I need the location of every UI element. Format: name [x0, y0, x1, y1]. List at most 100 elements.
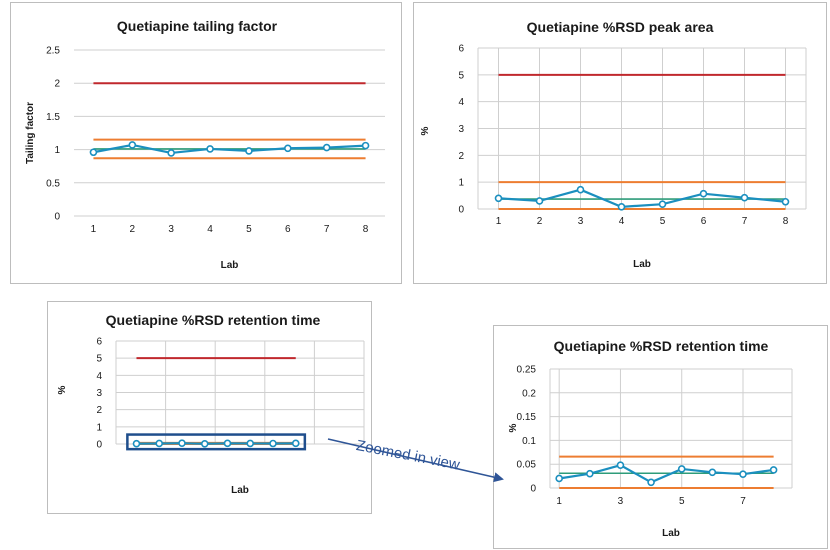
x-tick-label: 1	[496, 216, 502, 227]
x-tick-label: 6	[701, 216, 707, 227]
x-tick-label: 4	[619, 216, 625, 227]
data-point	[535, 197, 544, 205]
y-axis-label: %	[57, 385, 68, 394]
y-tick-label: 6	[96, 337, 102, 348]
data-point	[206, 145, 214, 153]
x-tick-label: 1	[91, 224, 97, 235]
data-point	[269, 439, 277, 448]
data-point	[677, 465, 686, 473]
data-point	[739, 470, 747, 478]
chart-rsd-retention-time: Quetiapine %RSD retention time 0 1 2 3 4 5 6 Lab…	[47, 301, 372, 514]
data-point	[178, 439, 186, 447]
data-point	[284, 144, 292, 153]
y-tick-label: 0	[54, 212, 60, 223]
data-point	[555, 474, 563, 483]
y-tick-label: 1	[54, 145, 60, 156]
y-tick-label: 0	[96, 440, 102, 451]
x-tick-label: 1	[556, 496, 562, 507]
gridlines	[549, 368, 793, 489]
x-tick-label: 6	[285, 224, 291, 235]
y-axis-label: Tailing factor	[25, 102, 36, 164]
y-tick-label: 0.1	[522, 436, 536, 447]
x-tick-label: 3	[168, 224, 174, 235]
data-point	[616, 461, 625, 469]
gridlines	[74, 49, 385, 217]
y-tick-label: 0	[530, 484, 536, 495]
x-tick-label: 3	[578, 216, 584, 227]
x-axis-label: Lab	[662, 528, 680, 539]
y-tick-label: 0.5	[46, 178, 60, 189]
gridlines	[115, 340, 365, 445]
zoom-highlight-box	[126, 433, 307, 451]
data-point	[494, 194, 503, 203]
x-tick-label: 5	[660, 216, 666, 227]
data-point	[89, 148, 98, 157]
x-tick-label: 7	[742, 216, 748, 227]
x-tick-label: 5	[679, 496, 685, 507]
chart-rsd-retention-time-zoomed-svg: Quetiapine %RSD retention time 0 0.05 0.1 0.…	[508, 338, 793, 539]
chart-tailing-factor: Quetiapine tailing factor 0 0.5 1 1.5 2 2.5 1 2 3…	[10, 2, 402, 284]
y-tick-label: 2	[458, 151, 464, 162]
y-tick-label: 5	[96, 354, 102, 365]
series-line	[498, 188, 786, 208]
chart-rsd-retention-time-svg: Quetiapine %RSD retention time 0 1 2 3 4 5 6 Lab…	[57, 312, 365, 496]
x-axis-label: Lab	[231, 485, 249, 496]
data-point	[576, 185, 585, 194]
data-point	[246, 439, 255, 448]
y-tick-label: 6	[458, 44, 464, 55]
y-tick-label: 4	[96, 371, 102, 382]
chart-title: Quetiapine %RSD retention time	[106, 312, 321, 328]
x-axis-label: Lab	[221, 260, 239, 271]
chart-rsd-retention-time-zoomed: Quetiapine %RSD retention time 0 0.05 0.1 0.…	[493, 325, 828, 549]
y-tick-label: 2	[54, 79, 60, 90]
y-tick-label: 0.15	[517, 412, 537, 423]
data-point	[699, 189, 708, 198]
x-tick-label: 8	[783, 216, 789, 227]
data-point	[708, 468, 717, 477]
y-tick-label: 1.5	[46, 112, 60, 123]
chart-tailing-factor-svg: Quetiapine tailing factor 0 0.5 1 1.5 2 2.5 1 2 3…	[25, 18, 385, 271]
y-axis-label: %	[420, 126, 431, 135]
x-axis-label: Lab	[633, 259, 651, 270]
data-point	[132, 439, 141, 448]
data-point	[128, 141, 137, 149]
data-point	[167, 149, 175, 157]
series-line	[559, 463, 774, 484]
data-point	[740, 193, 749, 202]
y-tick-label: 5	[458, 70, 464, 81]
y-tick-label: 2	[96, 405, 102, 416]
x-tick-label: 4	[207, 224, 213, 235]
y-tick-label: 0.2	[522, 388, 536, 399]
x-tick-label: 7	[324, 224, 330, 235]
data-point	[658, 200, 667, 208]
data-point	[322, 143, 331, 152]
y-tick-label: 0	[458, 205, 464, 216]
data-point	[155, 439, 164, 448]
data-point	[223, 439, 232, 448]
data-point	[769, 466, 778, 474]
y-tick-label: 3	[96, 388, 102, 399]
y-tick-label: 0.25	[517, 365, 537, 376]
x-tick-label: 8	[363, 224, 369, 235]
chart-rsd-peak-area-svg: Quetiapine %RSD peak area 0 1 2 3 4 5 6 1 2 3 4 5 6 7 8…	[420, 19, 807, 270]
y-tick-label: 1	[96, 422, 102, 433]
x-tick-label: 2	[130, 224, 136, 235]
y-tick-label: 3	[458, 124, 464, 135]
series-line	[93, 143, 366, 155]
x-tick-label: 2	[537, 216, 543, 227]
chart-rsd-peak-area: Quetiapine %RSD peak area 0 1 2 3 4 5 6 1 2 3 4 5 6 7 8…	[413, 2, 827, 284]
x-tick-label: 5	[246, 224, 252, 235]
data-point	[586, 469, 594, 478]
chart-title: Quetiapine tailing factor	[117, 18, 278, 34]
gridlines	[477, 47, 807, 210]
data-point	[781, 197, 790, 206]
x-tick-label: 7	[740, 496, 746, 507]
chart-title: Quetiapine %RSD retention time	[554, 338, 769, 354]
data-point	[200, 439, 209, 448]
data-point	[245, 147, 253, 155]
y-tick-label: 2.5	[46, 46, 60, 57]
data-point	[647, 478, 655, 487]
y-tick-label: 4	[458, 97, 464, 108]
data-point	[361, 141, 370, 150]
y-tick-label: 1	[458, 178, 464, 189]
